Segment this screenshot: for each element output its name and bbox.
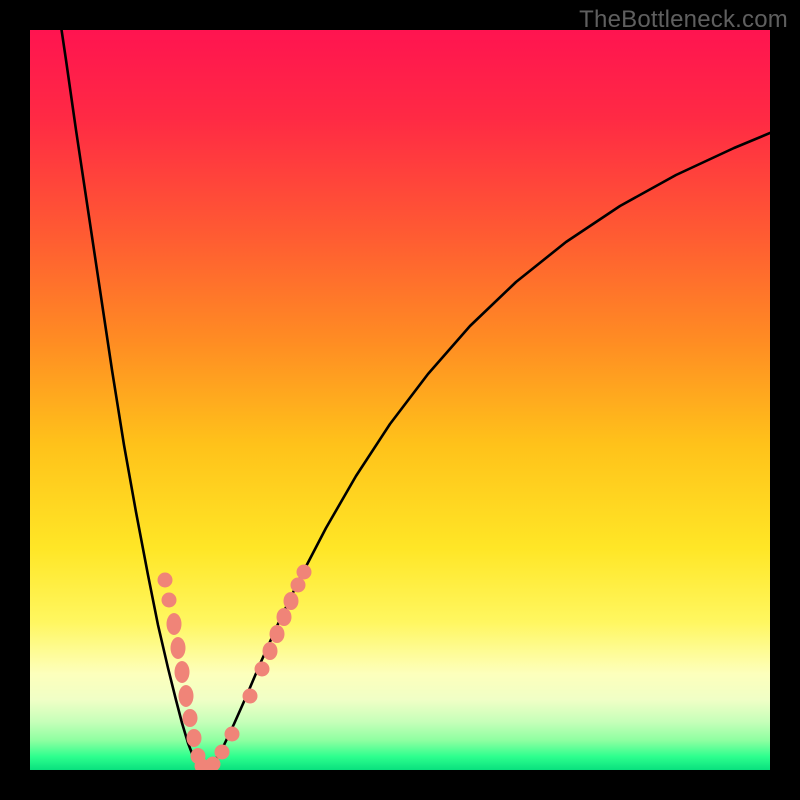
data-marker xyxy=(175,661,190,683)
curve xyxy=(58,30,203,770)
watermark-text: TheBottleneck.com xyxy=(579,6,788,34)
data-marker xyxy=(187,729,202,747)
data-marker xyxy=(263,642,278,660)
data-marker xyxy=(291,578,306,593)
data-marker xyxy=(255,662,270,677)
data-marker xyxy=(215,745,230,760)
data-marker xyxy=(225,727,240,742)
data-marker xyxy=(284,592,299,610)
curves-layer xyxy=(30,30,770,770)
data-marker xyxy=(167,613,182,635)
data-marker xyxy=(270,625,285,643)
data-marker xyxy=(171,637,186,659)
data-marker xyxy=(243,689,258,704)
data-marker xyxy=(183,709,198,727)
data-marker xyxy=(179,685,194,707)
curve xyxy=(203,133,770,770)
data-marker xyxy=(297,565,312,580)
plot-area xyxy=(30,30,770,770)
chart-frame: TheBottleneck.com xyxy=(0,0,800,800)
data-marker xyxy=(206,757,221,771)
data-marker xyxy=(162,593,177,608)
data-marker xyxy=(277,608,292,626)
data-marker xyxy=(158,573,173,588)
